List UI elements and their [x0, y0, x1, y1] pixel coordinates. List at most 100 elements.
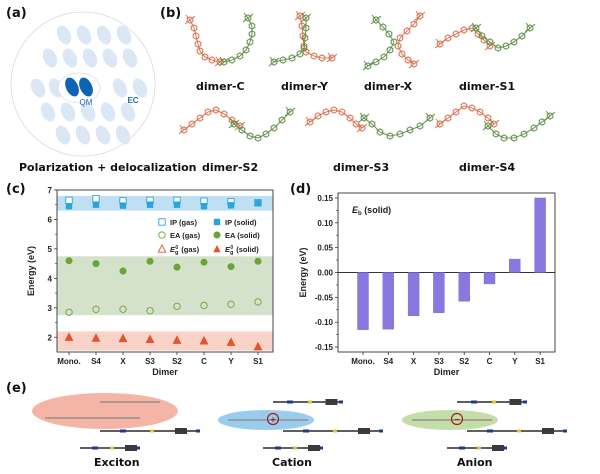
molecule-orange	[178, 106, 246, 135]
molecule-ring	[538, 118, 546, 126]
chart-d: 0.15 0.10 0.05 0.00 -0.05 -0.10 -0.15 Mono. S4 X S…	[298, 192, 556, 377]
y-tick-label: -0.05	[315, 293, 334, 302]
molecule-green	[218, 12, 256, 67]
band-ip	[57, 195, 273, 211]
marker-ip-solid	[227, 202, 235, 209]
molecule-ring	[474, 30, 482, 38]
atom-segment	[471, 400, 477, 404]
marker-ea-gas	[146, 307, 154, 315]
molecule-ring	[494, 44, 502, 52]
molecule-ring	[196, 114, 204, 122]
molecule-ring	[386, 132, 394, 140]
molecule-ring	[270, 124, 278, 132]
molecule-backbone	[475, 27, 531, 49]
marker-ea-solid	[200, 258, 208, 266]
molecule-sidegroup	[228, 118, 240, 129]
marker-eg-solid	[254, 342, 262, 350]
molecule-sidegroup	[524, 22, 536, 33]
molecule-ring	[372, 58, 380, 66]
molecule-ring	[190, 24, 198, 32]
marker-eg-solid	[65, 333, 73, 341]
environment-molecule	[96, 25, 112, 45]
atom-cluster	[325, 399, 338, 405]
environment-molecule	[55, 125, 71, 145]
exciton-cloud	[32, 393, 178, 429]
molecule-ring	[254, 134, 262, 142]
atom-segment	[339, 400, 343, 404]
x-axis-label: Dimer	[152, 367, 178, 377]
molecule-ring	[396, 34, 404, 42]
molecule-ring	[220, 110, 228, 118]
molecule-ring	[444, 34, 452, 42]
x-tick-label: C	[201, 357, 207, 366]
molecule-backbone	[487, 115, 551, 139]
qm-molecule	[79, 77, 93, 97]
atom-segment	[459, 446, 465, 450]
atom-segment	[333, 429, 337, 433]
y-tick-label: 6	[48, 215, 53, 224]
molecule-ring	[192, 32, 200, 40]
marker-eg-solid	[92, 334, 100, 342]
molecule-ring	[279, 56, 287, 64]
atom-segment	[110, 446, 114, 450]
atom-segment	[287, 400, 293, 404]
atom-segment	[136, 446, 140, 450]
x-tick-label: X	[120, 357, 126, 366]
marker-ip-solid	[213, 218, 221, 226]
molecule-ring	[530, 124, 538, 132]
marker-ea-solid	[92, 260, 100, 268]
series-ip-solid-	[65, 200, 262, 210]
molecule-sidegroup	[242, 12, 254, 23]
atom-cluster	[542, 428, 554, 434]
legend-label: Eg0 (gas)	[170, 245, 200, 256]
molecule-ring	[208, 56, 216, 64]
marker-eg-solid	[227, 338, 235, 346]
panel-label-b: (b)	[160, 6, 182, 21]
molecule-ring	[194, 40, 202, 48]
dimer-label: dimer-S2	[202, 161, 259, 174]
molecule-sidegroup	[356, 122, 368, 133]
molecule-orange	[294, 10, 338, 63]
dimer-label: dimer-C	[196, 80, 245, 93]
atom-segment	[517, 429, 521, 433]
chart-c: 2 3 4 5 6 7 Mono. S4 X S3 S2 C Y S1 Dimer Energy (eV) IP…	[26, 186, 274, 377]
x-tick-label: S2	[172, 357, 182, 366]
molecule-ring	[338, 108, 346, 116]
bar	[382, 272, 394, 330]
environment-molecule	[116, 25, 132, 45]
panel-label-c: (c)	[6, 182, 26, 197]
marker-ea-solid	[227, 263, 235, 271]
molecule-ring	[212, 106, 220, 114]
molecule-ring	[246, 38, 254, 46]
dimer-structures	[178, 10, 556, 142]
molecule-green	[228, 106, 296, 142]
environment-molecule	[132, 78, 148, 98]
molecule-green	[362, 14, 398, 71]
molecule-ring	[346, 114, 354, 122]
molecule-ring	[385, 30, 393, 38]
molecule-ring	[318, 54, 326, 62]
marker-eg-gas	[157, 244, 167, 253]
legend-label: Eg0 (solid)	[225, 245, 259, 256]
molecule-ring	[486, 38, 494, 46]
x-tick-label: Y	[228, 357, 234, 366]
molecule-backbone	[367, 19, 395, 67]
marker-ip-solid	[92, 201, 100, 208]
bar	[458, 272, 470, 302]
marker-ip-solid	[173, 201, 181, 208]
molecule-ring	[452, 30, 460, 38]
environment-molecule	[115, 125, 131, 145]
y-tick-label: 7	[48, 186, 53, 195]
molecule-ring	[296, 50, 304, 58]
marker-ea-gas	[227, 300, 235, 308]
environment-molecule	[100, 102, 116, 122]
charge-symbol: +	[270, 415, 275, 425]
x-axis-label: Dimer	[434, 367, 460, 377]
molecule-sidegroup	[178, 124, 190, 135]
molecule-sidegroup	[300, 12, 312, 23]
bar	[483, 272, 496, 285]
y-tick-label: 0.10	[317, 219, 333, 228]
dimer-label: dimer-Y	[281, 80, 328, 93]
y-tick-label: -0.15	[315, 343, 334, 352]
